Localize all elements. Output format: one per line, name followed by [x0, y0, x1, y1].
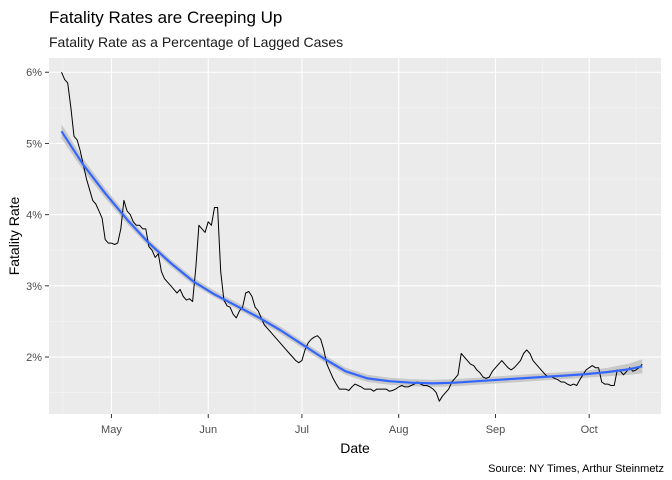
plot-panel [49, 58, 661, 414]
y-axis: 2% 3% 4% 5% 6% [26, 67, 49, 364]
x-axis: May Jun Jul Aug Sep Oct [101, 414, 598, 436]
chart-subtitle: Fatality Rate as a Percentage of Lagged … [49, 34, 343, 50]
grid-minor [49, 58, 661, 414]
y-tick-label: 2% [26, 352, 42, 364]
source-caption: Source: NY Times, Arthur Steinmetz [488, 463, 664, 475]
chart-title: Fatality Rates are Creeping Up [49, 8, 282, 27]
x-tick-label: Jul [295, 424, 309, 436]
fatality-rate-line [61, 72, 643, 402]
x-tick-label: Sep [486, 424, 506, 436]
y-tick-label: 4% [26, 210, 42, 222]
y-tick-label: 3% [26, 281, 42, 293]
x-tick-label: May [101, 424, 122, 436]
x-tick-label: Oct [581, 424, 598, 436]
y-tick-label: 5% [26, 138, 42, 150]
grid-major [49, 58, 661, 414]
smooth-trend-line [60, 130, 643, 385]
smooth-series [60, 130, 643, 385]
raw-series [61, 72, 643, 402]
y-tick-label: 6% [26, 67, 42, 79]
x-tick-label: Jun [199, 424, 217, 436]
x-axis-title: Date [340, 440, 370, 456]
x-tick-label: Aug [389, 424, 409, 436]
y-axis-title: Fatality Rate [6, 196, 22, 275]
